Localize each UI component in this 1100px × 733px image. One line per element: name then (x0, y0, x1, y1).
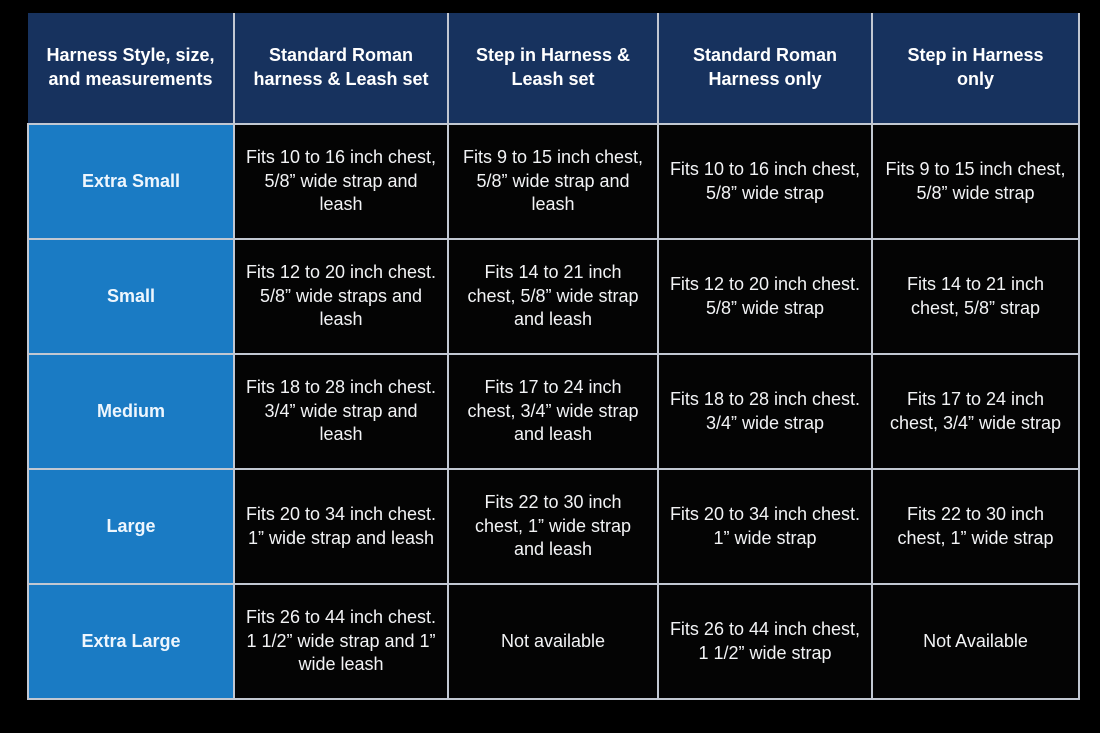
spec-cell: Fits 9 to 15 inch chest, 5/8” wide strap… (447, 123, 659, 240)
spec-cell: Fits 10 to 16 inch chest, 5/8” wide stra… (233, 123, 449, 240)
spec-cell: Fits 26 to 44 inch chest, 1 1/2” wide st… (657, 583, 873, 700)
spec-cell: Fits 12 to 20 inch chest. 5/8” wide stra… (233, 238, 449, 355)
spec-cell: Not Available (871, 583, 1080, 700)
spec-cell: Fits 20 to 34 inch chest. 1” wide strap … (233, 468, 449, 585)
spec-cell: Fits 22 to 30 inch chest, 1” wide strap (871, 468, 1080, 585)
spec-cell: Fits 18 to 28 inch chest. 3/4” wide stra… (233, 353, 449, 470)
header-cell-stepin-only: Step in Harness only (871, 13, 1080, 125)
size-cell-medium: Medium (27, 353, 235, 470)
table-row-large: Large Fits 20 to 34 inch chest. 1” wide … (27, 468, 1080, 585)
harness-sizing-table: Harness Style, size, and measurements St… (27, 13, 1080, 700)
table-row-extra-small: Extra Small Fits 10 to 16 inch chest, 5/… (27, 123, 1080, 240)
size-cell-extra-small: Extra Small (27, 123, 235, 240)
spec-cell: Fits 14 to 21 inch chest, 5/8” wide stra… (447, 238, 659, 355)
spec-cell: Fits 18 to 28 inch chest. 3/4” wide stra… (657, 353, 873, 470)
spec-cell: Not available (447, 583, 659, 700)
size-cell-small: Small (27, 238, 235, 355)
spec-cell: Fits 20 to 34 inch chest. 1” wide strap (657, 468, 873, 585)
spec-cell: Fits 14 to 21 inch chest, 5/8” strap (871, 238, 1080, 355)
table-row-medium: Medium Fits 18 to 28 inch chest. 3/4” wi… (27, 353, 1080, 470)
spec-cell: Fits 9 to 15 inch chest, 5/8” wide strap (871, 123, 1080, 240)
header-cell-roman-only: Standard Roman Harness only (657, 13, 873, 125)
size-cell-extra-large: Extra Large (27, 583, 235, 700)
table-row-small: Small Fits 12 to 20 inch chest. 5/8” wid… (27, 238, 1080, 355)
table-row-extra-large: Extra Large Fits 26 to 44 inch chest. 1 … (27, 583, 1080, 700)
header-cell-stepin-leash-set: Step in Harness & Leash set (447, 13, 659, 125)
header-cell-roman-leash-set: Standard Roman harness & Leash set (233, 13, 449, 125)
size-cell-large: Large (27, 468, 235, 585)
header-row: Harness Style, size, and measurements St… (28, 13, 1080, 125)
spec-cell: Fits 10 to 16 inch chest, 5/8” wide stra… (657, 123, 873, 240)
spec-cell: Fits 17 to 24 inch chest, 3/4” wide stra… (447, 353, 659, 470)
spec-cell: Fits 12 to 20 inch chest. 5/8” wide stra… (657, 238, 873, 355)
spec-cell: Fits 26 to 44 inch chest. 1 1/2” wide st… (233, 583, 449, 700)
header-cell-style-size: Harness Style, size, and measurements (28, 13, 235, 125)
spec-cell: Fits 17 to 24 inch chest, 3/4” wide stra… (871, 353, 1080, 470)
spec-cell: Fits 22 to 30 inch chest, 1” wide strap … (447, 468, 659, 585)
